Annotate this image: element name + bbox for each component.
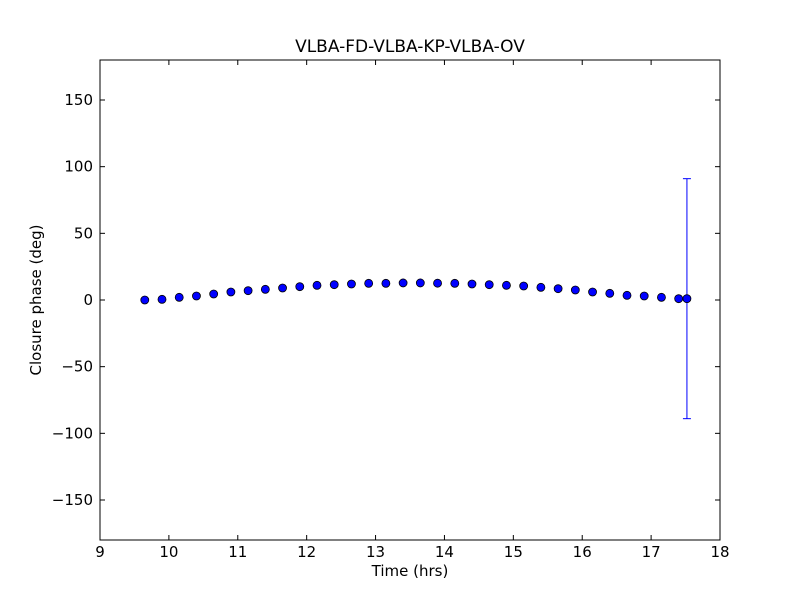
x-tick-label: 18 [710, 543, 729, 561]
y-tick-label: −150 [52, 491, 93, 509]
y-tick-label: 50 [74, 224, 93, 242]
data-point [209, 289, 219, 299]
x-tick-label: 11 [228, 543, 247, 561]
x-tick-label: 16 [573, 543, 592, 561]
data-points [140, 278, 692, 305]
data-point [657, 292, 666, 302]
data-point [278, 283, 287, 293]
data-point [467, 279, 477, 289]
data-point [553, 284, 563, 294]
data-point [433, 278, 442, 288]
data-point [243, 286, 253, 296]
data-point [682, 294, 692, 304]
data-point [226, 287, 236, 297]
x-axis-label: Time (hrs) [371, 562, 449, 580]
y-axis: −150 −100 −50 0 50 100 150 [52, 91, 720, 509]
data-point [140, 295, 150, 305]
data-point [260, 284, 270, 294]
data-point [484, 280, 494, 290]
data-point [622, 290, 632, 300]
data-point [519, 281, 529, 291]
data-point [605, 288, 615, 298]
x-tick-label: 14 [435, 543, 454, 561]
data-point [347, 279, 356, 289]
data-point [364, 278, 374, 288]
x-axis: 9 10 11 12 13 14 15 16 17 18 [95, 60, 730, 561]
data-point [174, 292, 184, 302]
data-point [381, 278, 391, 288]
y-tick-label: −100 [52, 424, 93, 442]
y-tick-label: 150 [64, 91, 93, 109]
data-point [570, 285, 580, 295]
data-point [312, 280, 322, 290]
data-point [536, 282, 546, 292]
x-tick-label: 10 [159, 543, 178, 561]
x-tick-label: 13 [366, 543, 385, 561]
y-tick-label: 100 [64, 158, 93, 176]
x-tick-label: 15 [504, 543, 523, 561]
y-tick-label: 0 [83, 291, 93, 309]
data-point [329, 280, 339, 290]
chart-title: VLBA-FD-VLBA-KP-VLBA-OV [295, 37, 525, 57]
data-point [415, 278, 425, 288]
data-point [398, 278, 408, 288]
x-tick-label: 12 [297, 543, 316, 561]
x-tick-label: 17 [642, 543, 661, 561]
data-point [674, 294, 684, 304]
data-point [295, 282, 305, 292]
data-point [192, 291, 201, 301]
data-point [588, 287, 597, 297]
y-axis-label: Closure phase (deg) [27, 225, 45, 376]
data-point [157, 294, 167, 304]
x-tick-label: 9 [95, 543, 105, 561]
data-point [502, 280, 511, 290]
plot-frame [99, 59, 721, 541]
y-tick-label: −50 [61, 358, 93, 376]
data-point [450, 278, 460, 288]
data-point [639, 291, 649, 301]
